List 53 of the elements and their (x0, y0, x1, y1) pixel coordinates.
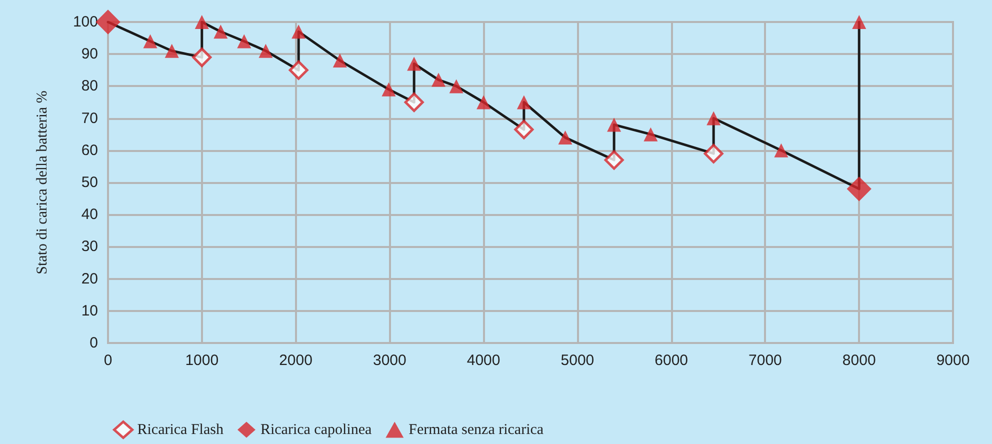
point (607, 118, 622, 132)
point (706, 111, 721, 126)
y-tick-label: 10 (81, 302, 98, 320)
x-tick-label: 6000 (654, 352, 688, 369)
point (382, 82, 396, 96)
point (846, 176, 872, 202)
point (164, 44, 179, 58)
x-tick-label: 1000 (185, 352, 219, 369)
y-axis-title: Stato di carica della batteria % (34, 90, 50, 274)
point (258, 44, 273, 58)
y-tick-label: 70 (81, 110, 98, 127)
point (514, 120, 534, 140)
point (604, 150, 624, 170)
point (644, 127, 658, 142)
y-tick-label: 80 (81, 78, 98, 95)
point (704, 144, 724, 164)
point (449, 79, 464, 94)
x-tick-label: 2000 (279, 352, 312, 369)
legend-label: Ricarica Flash (137, 422, 224, 438)
legend-label: Ricarica capolinea (260, 422, 372, 438)
legend-label: Fermata senza ricarica (408, 422, 544, 438)
x-tick-label: 0 (104, 352, 112, 369)
point (288, 60, 308, 80)
x-tick-label: 5000 (560, 352, 594, 369)
point (332, 54, 347, 68)
point (96, 10, 120, 34)
y-tick-label: 50 (81, 174, 98, 191)
point (558, 130, 572, 145)
x-tick-label: 9000 (936, 352, 970, 369)
point (214, 24, 228, 39)
y-tick-label: 0 (90, 334, 98, 352)
y-tick-label: 40 (81, 206, 98, 224)
point (852, 15, 866, 29)
point (774, 143, 788, 158)
x-tick-label: 3000 (372, 352, 406, 369)
y-tick-label: 20 (81, 270, 98, 288)
x-tick-label: 4000 (466, 352, 500, 369)
point (476, 95, 491, 110)
x-tick-label: 8000 (842, 352, 876, 369)
point (407, 56, 422, 71)
point (237, 34, 252, 48)
point (143, 34, 158, 48)
point (292, 24, 306, 39)
point (404, 92, 424, 112)
y-tick-label: 30 (81, 238, 98, 256)
point (194, 15, 209, 29)
y-tick-label: 60 (81, 142, 98, 159)
point (431, 72, 446, 87)
y-tick-label: 90 (81, 46, 98, 63)
y-tick-label: 100 (72, 14, 98, 30)
point (192, 48, 212, 68)
point (516, 95, 531, 110)
x-tick-label: 7000 (748, 352, 782, 369)
